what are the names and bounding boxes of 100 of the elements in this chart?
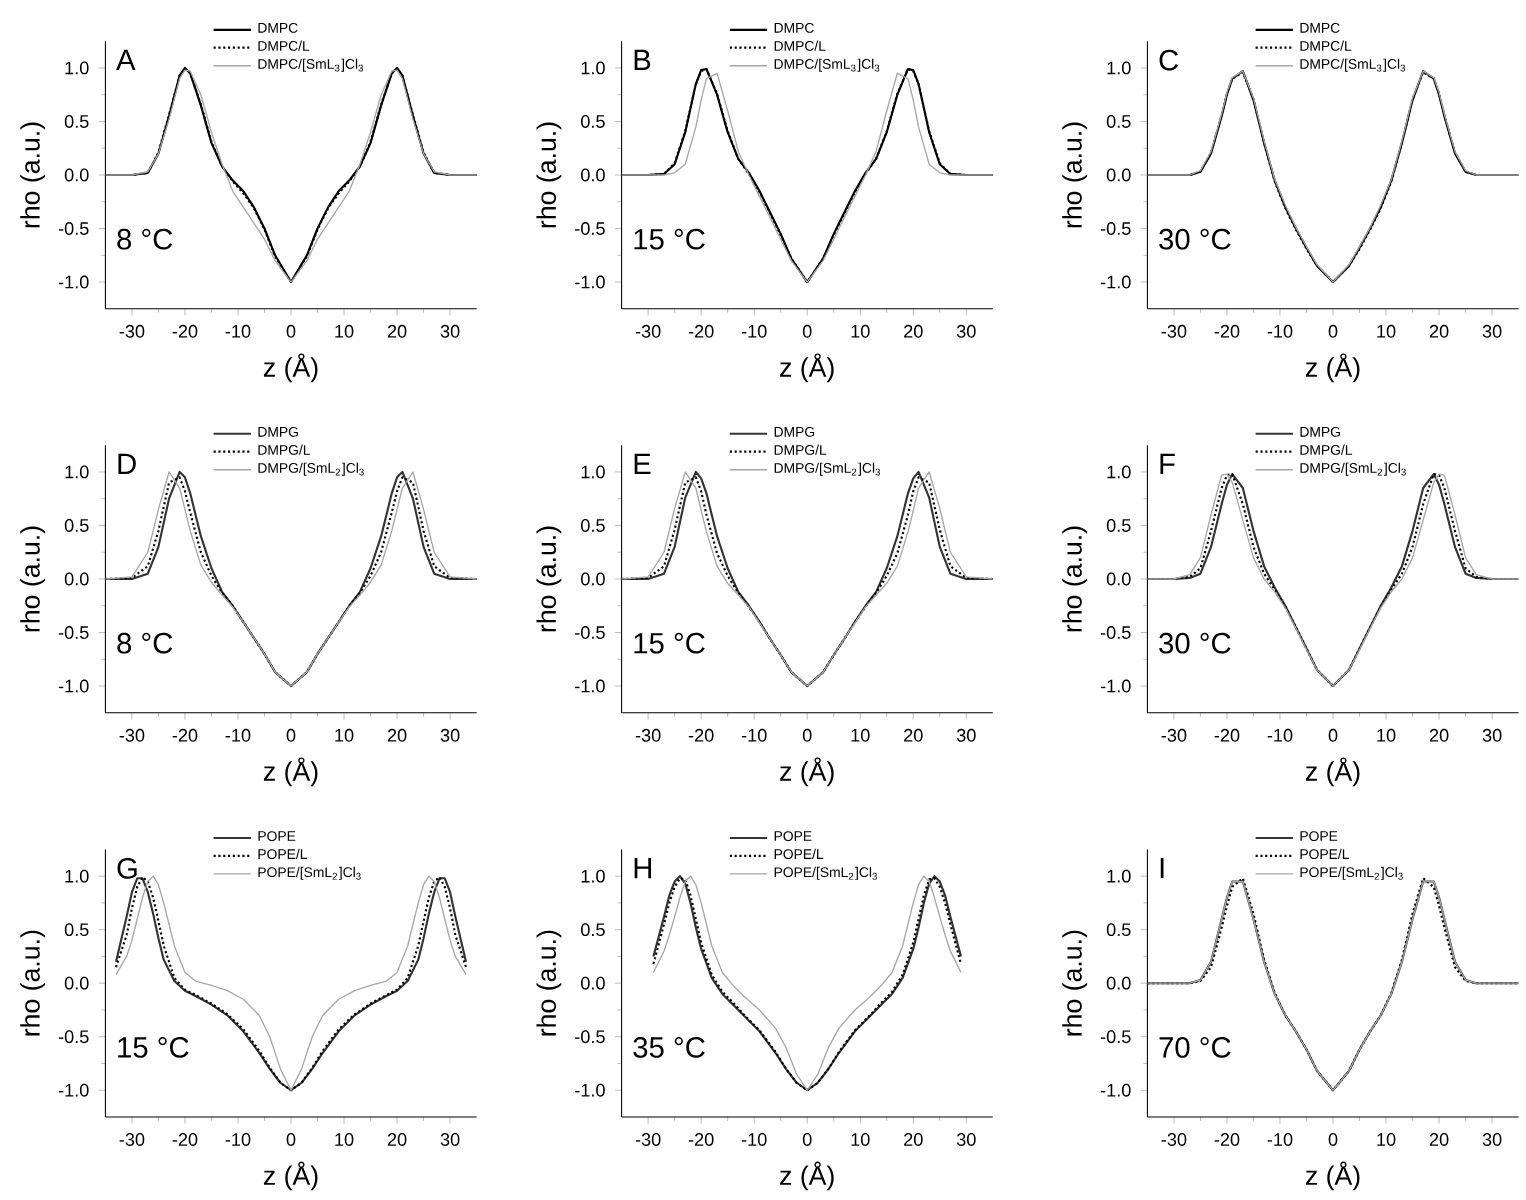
y-tick-label: 0.5 (581, 519, 605, 532)
x-tick-label: -10 (225, 728, 251, 742)
x-axis-title: z (Å) (263, 757, 318, 787)
y-tick-label: -1.0 (1100, 1083, 1131, 1097)
y-tick-label: 0.0 (581, 572, 605, 586)
annotation: 15 °C (634, 228, 705, 250)
x-tick-label: 20 (1429, 728, 1449, 742)
x-tick-label: -20 (1214, 728, 1240, 742)
y-axis-title: rho (a.u.) (1062, 930, 1088, 1036)
x-tick-label: 20 (387, 728, 407, 742)
annotation: B (634, 49, 651, 70)
y-tick-label: 0.0 (64, 168, 89, 182)
x-tick-label: -10 (1267, 1133, 1293, 1146)
y-tick-label: -0.5 (58, 222, 89, 235)
x-tick-label: 20 (904, 728, 923, 742)
x-tick-label: -20 (688, 1133, 714, 1146)
x-axis-title: z (Å) (780, 353, 834, 383)
x-tick-label: 10 (1377, 324, 1396, 338)
y-axis-title: rho (a.u.) (20, 526, 46, 632)
x-axis-title: z (Å) (263, 1161, 318, 1191)
x-axis-title: z (Å) (780, 1161, 834, 1191)
x-tick-label: 20 (1429, 324, 1449, 338)
annotation: 8 °C (117, 228, 173, 250)
annotation: 70 °C (1159, 1037, 1231, 1058)
y-tick-label: 1.0 (581, 61, 605, 75)
x-tick-label: -30 (1161, 1133, 1187, 1146)
annotation: F (1160, 453, 1175, 474)
annotation: 30 °C (1159, 632, 1231, 654)
y-axis-title: rho (a.u.) (536, 526, 562, 632)
y-tick-label: 0.0 (581, 976, 605, 990)
x-tick-label: 30 (956, 728, 976, 742)
y-tick-label: 1.0 (581, 465, 605, 479)
annotation: A (116, 49, 136, 70)
x-tick-label: -10 (225, 324, 251, 338)
x-axis-title: z (Å) (780, 757, 834, 787)
y-tick-label: 0.0 (581, 168, 605, 182)
x-tick-label: -10 (225, 1133, 251, 1146)
annotation: H (634, 857, 652, 879)
y-tick-label: 0.5 (1106, 519, 1131, 532)
y-tick-label: -0.5 (575, 1030, 605, 1044)
x-tick-label: 10 (851, 1133, 870, 1146)
y-tick-label: 1.0 (1107, 869, 1131, 883)
y-tick-label: -0.5 (58, 1030, 89, 1044)
y-tick-label: -1.0 (1100, 275, 1131, 289)
annotation: I (1160, 857, 1164, 879)
y-tick-label: -1.0 (58, 275, 89, 289)
y-tick-label: -0.5 (58, 626, 89, 639)
y-tick-label: 0.0 (1106, 572, 1131, 586)
x-tick-label: 30 (1482, 728, 1502, 742)
x-tick-label: 20 (904, 1133, 923, 1146)
x-tick-label: 30 (956, 1133, 976, 1146)
x-tick-label: 0 (802, 728, 812, 742)
x-tick-label: -20 (688, 728, 714, 742)
x-tick-label: -30 (119, 728, 145, 742)
x-tick-label: 10 (335, 1133, 354, 1146)
y-tick-label: -0.5 (1100, 222, 1131, 235)
x-tick-label: 10 (851, 324, 870, 338)
y-tick-label: 0.0 (64, 976, 89, 990)
y-axis-title: rho (a.u.) (20, 930, 46, 1036)
y-axis-title: rho (a.u.) (1062, 526, 1088, 632)
x-tick-label: 20 (387, 324, 407, 338)
y-axis-title: rho (a.u.) (536, 930, 562, 1036)
y-axis-title: rho (a.u.) (1062, 122, 1088, 228)
x-tick-label: 0 (1328, 1133, 1338, 1146)
annotation: 30 °C (1159, 228, 1231, 250)
x-tick-label: -30 (1161, 324, 1187, 338)
x-tick-label: 0 (286, 1133, 296, 1146)
y-axis-title: rho (a.u.) (536, 122, 562, 228)
x-tick-label: -20 (1214, 1133, 1240, 1146)
y-tick-label: 0.0 (1106, 168, 1131, 182)
y-tick-label: 0.0 (1106, 976, 1131, 990)
x-tick-label: 10 (1377, 1133, 1396, 1146)
annotation: 8 °C (117, 632, 173, 654)
annotation: 15 °C (118, 1037, 189, 1058)
x-tick-label: -30 (1161, 728, 1187, 742)
x-tick-label: 20 (1429, 1133, 1449, 1146)
x-tick-label: 30 (440, 1133, 460, 1146)
x-tick-label: 10 (335, 728, 354, 742)
y-tick-label: 0.5 (64, 923, 89, 937)
annotation: G (117, 857, 137, 879)
y-tick-label: -0.5 (1100, 1030, 1131, 1044)
x-tick-label: -30 (635, 1133, 661, 1146)
x-tick-label: -20 (688, 324, 714, 338)
x-tick-label: -10 (741, 324, 767, 338)
x-tick-label: -20 (172, 1133, 198, 1146)
y-axis-title: rho (a.u.) (20, 122, 46, 228)
y-tick-label: -0.5 (575, 626, 605, 639)
x-axis-title: z (Å) (1305, 757, 1360, 787)
y-tick-label: -1.0 (58, 679, 89, 693)
y-tick-label: 0.5 (64, 115, 89, 128)
x-tick-label: 30 (440, 324, 460, 338)
y-tick-label: 1.0 (65, 465, 89, 479)
x-tick-label: 0 (1328, 324, 1338, 338)
y-tick-label: -0.5 (575, 222, 605, 235)
x-tick-label: -10 (1267, 728, 1293, 742)
y-tick-label: -0.5 (1100, 626, 1131, 639)
annotation: D (118, 453, 136, 474)
x-tick-label: -20 (172, 324, 198, 338)
y-tick-label: 0.5 (581, 115, 605, 128)
x-tick-label: -10 (1267, 324, 1293, 338)
